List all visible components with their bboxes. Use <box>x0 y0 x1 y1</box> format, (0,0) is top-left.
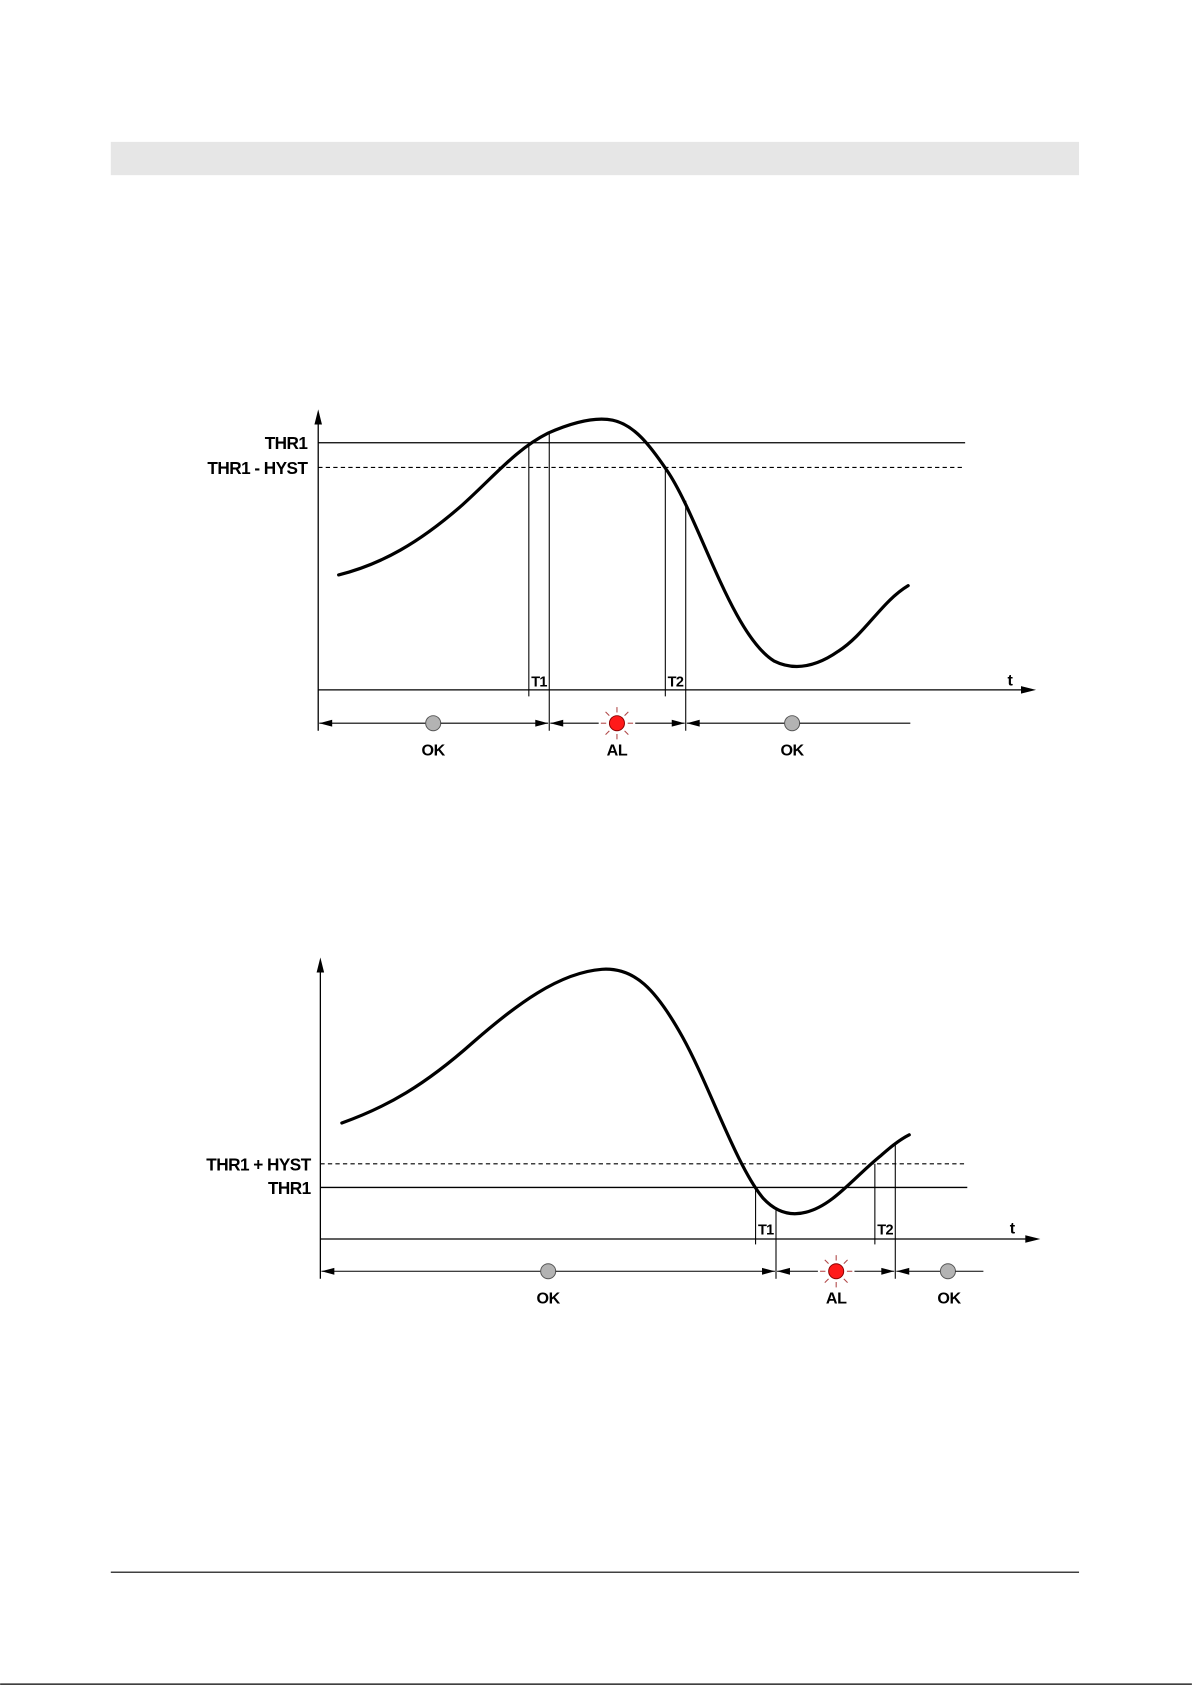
signal-curve <box>337 417 910 669</box>
x-axis-arrowhead <box>1021 686 1037 694</box>
red-led-flashing-icon <box>820 1255 853 1288</box>
threshold-label: THR1 <box>265 433 309 453</box>
arrowhead-right <box>535 719 549 727</box>
gray-led-icon <box>784 715 801 732</box>
led-ray <box>624 711 629 716</box>
x-axis-arrowhead <box>1025 1235 1041 1243</box>
time-axis-label: t <box>1008 672 1014 690</box>
led-ray <box>605 730 610 735</box>
led-body <box>828 1263 845 1280</box>
t1-label: T1 <box>758 1223 774 1239</box>
led-ray <box>624 730 629 735</box>
low-threshold-alarm-diagram: t THR1 + HYST THR1 T1 T2 OK <box>206 957 1041 1308</box>
led-ray <box>605 711 610 716</box>
gray-led-icon <box>425 715 442 732</box>
led-body <box>608 715 625 732</box>
state-label: OK <box>937 1290 961 1308</box>
state-segment-alarm: AL <box>777 1255 895 1308</box>
y-axis-arrowhead <box>316 957 325 973</box>
state-segment-ok-before: OK <box>321 1263 775 1308</box>
gray-led-icon <box>540 1263 557 1280</box>
t1-label: T1 <box>531 675 547 691</box>
high-threshold-alarm-diagram: t THR1 THR1 - HYST T1 T2 OK <box>207 409 1037 759</box>
arrowhead-right <box>881 1267 895 1275</box>
signal-curve <box>340 967 911 1216</box>
state-label: AL <box>826 1290 847 1308</box>
gray-led-icon <box>939 1263 956 1280</box>
t2-label: T2 <box>877 1223 893 1239</box>
arrowhead-right <box>762 1267 775 1275</box>
hysteresis-label: THR1 - HYST <box>207 458 308 478</box>
state-label: OK <box>537 1290 561 1308</box>
state-label: OK <box>422 741 446 759</box>
section-header-band <box>110 141 1080 176</box>
t2-label: T2 <box>668 675 684 691</box>
y-axis-arrowhead <box>314 409 322 425</box>
time-axis-label: t <box>1010 1220 1016 1238</box>
state-segment-ok-after: OK <box>686 715 911 759</box>
state-label: OK <box>780 741 804 759</box>
led-ray <box>824 1278 829 1284</box>
red-led-flashing-icon <box>600 707 634 740</box>
arrowhead-right <box>671 719 685 727</box>
state-segment-alarm: AL <box>550 707 685 759</box>
led-ray <box>843 1278 848 1284</box>
state-row: OK AL <box>321 1255 984 1308</box>
state-segment-ok-after: OK <box>896 1263 984 1308</box>
state-label: AL <box>607 741 628 759</box>
led-ray <box>843 1259 848 1265</box>
threshold-label: THR1 <box>268 1178 312 1198</box>
hysteresis-label: THR1 + HYST <box>206 1154 311 1174</box>
led-ray <box>824 1259 829 1265</box>
state-segment-ok-before: OK <box>319 715 549 759</box>
state-row: OK AL <box>319 707 911 759</box>
